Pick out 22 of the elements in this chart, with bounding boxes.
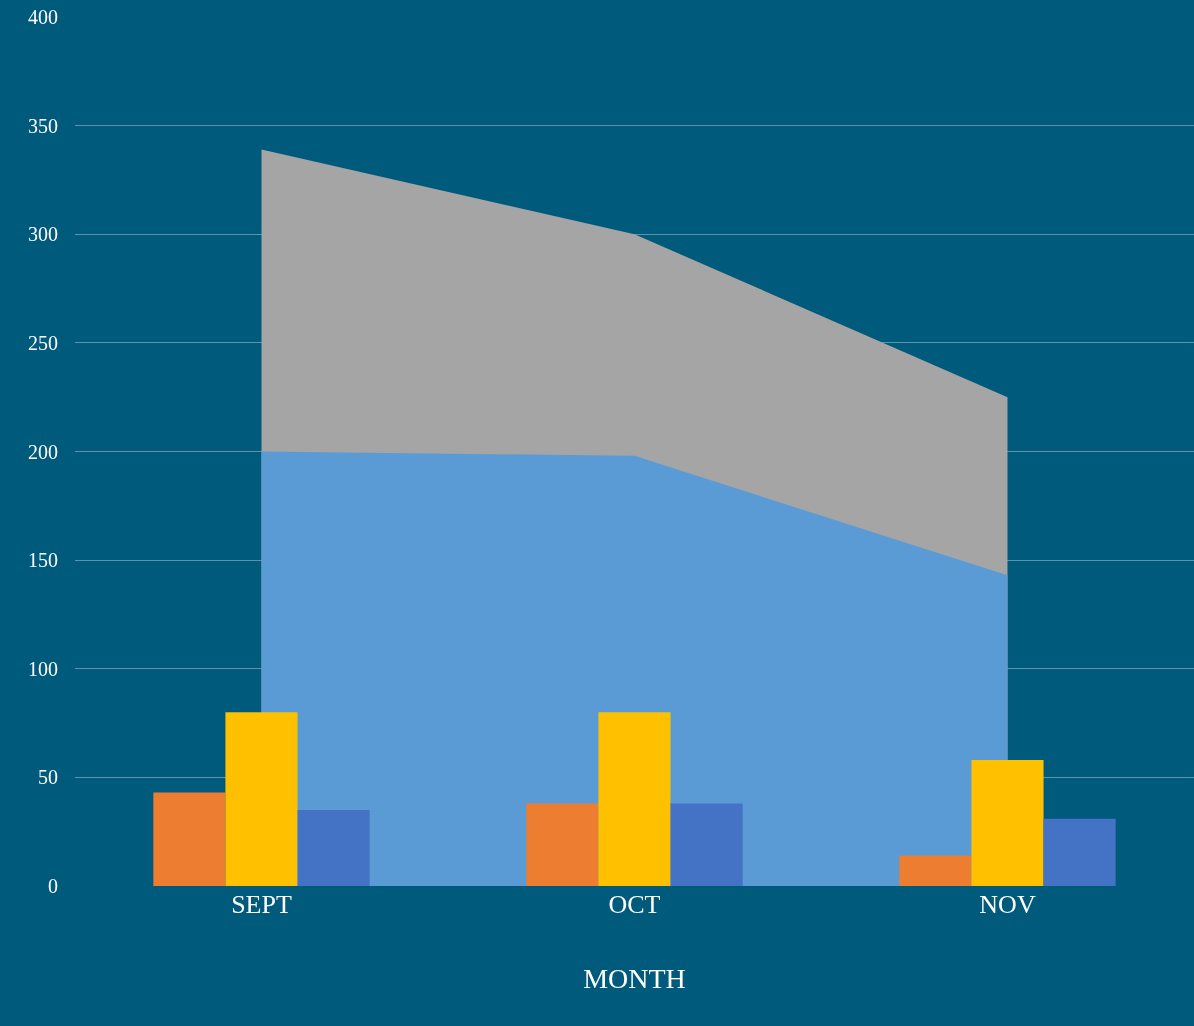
x-tick-label: NOV: [979, 890, 1036, 919]
y-tick-label: 150: [28, 549, 58, 572]
bar: [153, 792, 226, 886]
bar: [971, 760, 1044, 886]
x-tick-label: SEPT: [231, 890, 292, 919]
y-tick-label: 250: [28, 331, 58, 354]
x-tick-label: OCT: [608, 890, 661, 919]
bar: [899, 855, 972, 886]
y-tick-label: 50: [38, 766, 58, 789]
x-axis-title: MONTH: [583, 963, 686, 995]
y-tick-label: 300: [28, 223, 58, 246]
y-tick-label: 350: [28, 114, 58, 137]
y-tick-label: 200: [28, 440, 58, 463]
y-tick-label: 0: [48, 875, 58, 897]
bar: [297, 809, 370, 886]
bar: [225, 712, 298, 886]
y-tick-label: 100: [28, 657, 58, 680]
bar: [598, 712, 671, 886]
bar: [1043, 818, 1116, 886]
bar: [526, 803, 599, 886]
bar: [670, 803, 743, 886]
y-tick-label: 400: [28, 6, 58, 28]
